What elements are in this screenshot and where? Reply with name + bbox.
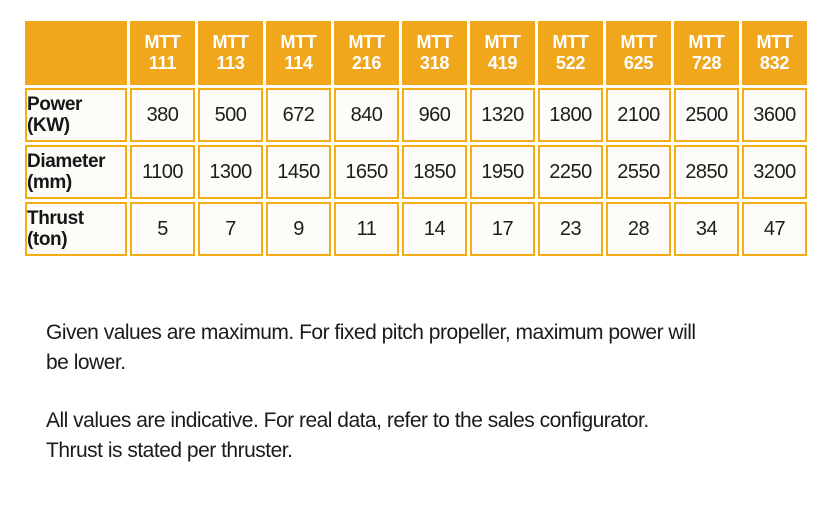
model-number: 832: [759, 53, 790, 73]
value-cell: 1850: [402, 145, 467, 199]
value-cell: 2500: [674, 88, 739, 142]
model-number: 522: [555, 53, 586, 73]
model-name: MTT: [348, 32, 385, 52]
model-number: 625: [623, 53, 654, 73]
model-number: 114: [284, 53, 313, 73]
value-cell: 23: [538, 202, 603, 256]
footnotes: Given values are maximum. For fixed pitc…: [46, 318, 776, 466]
value-cell: 1650: [334, 145, 399, 199]
value-cell: 840: [334, 88, 399, 142]
column-header-mtt-522: MTT 522: [538, 21, 603, 85]
table-row-power: Power (KW) 380 500 672 840 960 1320 1800 …: [25, 88, 807, 142]
note-line: Thrust is stated per thruster.: [46, 439, 293, 462]
value-cell: 2850: [674, 145, 739, 199]
value-cell: 960: [402, 88, 467, 142]
model-number: 111: [148, 53, 177, 73]
model-name: MTT: [280, 32, 317, 52]
value-cell: 1320: [470, 88, 535, 142]
value-cell: 1300: [198, 145, 263, 199]
column-header-mtt-318: MTT 318: [402, 21, 467, 85]
model-name: MTT: [144, 32, 181, 52]
header-row: MTT 111 MTT 113 MTT 114 MTT 216 MTT 318 MTT 41…: [25, 21, 807, 85]
table-row-thrust: Thrust (ton) 5 7 9 11 14 17 23 28 34 47: [25, 202, 807, 256]
column-header-mtt-419: MTT 419: [470, 21, 535, 85]
row-label-line: Diameter: [27, 151, 106, 172]
value-cell: 1100: [130, 145, 195, 199]
value-cell: 17: [470, 202, 535, 256]
value-cell: 5: [130, 202, 195, 256]
column-header-mtt-114: MTT 114: [266, 21, 331, 85]
model-name: MTT: [688, 32, 725, 52]
row-label-diameter: Diameter (mm): [25, 145, 127, 199]
value-cell: 14: [402, 202, 467, 256]
row-label-line: Power: [27, 94, 83, 115]
model-number: 216: [351, 53, 382, 73]
value-cell: 3600: [742, 88, 807, 142]
note-line: All values are indicative. For real data…: [46, 409, 649, 432]
model-number: 318: [419, 53, 450, 73]
value-cell: 380: [130, 88, 195, 142]
thruster-spec-table: MTT 111 MTT 113 MTT 114 MTT 216 MTT 318 MTT 41…: [22, 18, 810, 259]
value-cell: 9: [266, 202, 331, 256]
row-label-line: (mm): [27, 172, 72, 193]
model-name: MTT: [552, 32, 589, 52]
column-header-mtt-216: MTT 216: [334, 21, 399, 85]
value-cell: 1450: [266, 145, 331, 199]
model-number: 419: [487, 53, 518, 73]
column-header-mtt-832: MTT 832: [742, 21, 807, 85]
model-name: MTT: [484, 32, 521, 52]
column-header-mtt-111: MTT 111: [130, 21, 195, 85]
value-cell: 1950: [470, 145, 535, 199]
value-cell: 500: [198, 88, 263, 142]
model-name: MTT: [756, 32, 793, 52]
value-cell: 2100: [606, 88, 671, 142]
note-line: Given values are maximum. For fixed pitc…: [46, 321, 696, 344]
row-label-line: Thrust: [27, 208, 84, 229]
value-cell: 28: [606, 202, 671, 256]
row-label-line: (ton): [27, 229, 68, 250]
model-name: MTT: [620, 32, 657, 52]
value-cell: 2550: [606, 145, 671, 199]
value-cell: 3200: [742, 145, 807, 199]
model-name: MTT: [212, 32, 249, 52]
row-label-power: Power (KW): [25, 88, 127, 142]
value-cell: 1800: [538, 88, 603, 142]
value-cell: 34: [674, 202, 739, 256]
value-cell: 11: [334, 202, 399, 256]
column-header-mtt-625: MTT 625: [606, 21, 671, 85]
table-row-diameter: Diameter (mm) 1100 1300 1450 1650 1850 19…: [25, 145, 807, 199]
column-header-mtt-728: MTT 728: [674, 21, 739, 85]
model-number: 113: [216, 53, 245, 73]
note-indicative: All values are indicative. For real data…: [46, 406, 776, 466]
note-fixed-pitch: Given values are maximum. For fixed pitc…: [46, 318, 776, 378]
value-cell: 672: [266, 88, 331, 142]
value-cell: 47: [742, 202, 807, 256]
model-number: 728: [691, 53, 722, 73]
column-header-mtt-113: MTT 113: [198, 21, 263, 85]
value-cell: 7: [198, 202, 263, 256]
value-cell: 2250: [538, 145, 603, 199]
note-line: be lower.: [46, 351, 126, 374]
corner-cell: [25, 21, 127, 85]
model-name: MTT: [416, 32, 453, 52]
row-label-line: (KW): [27, 115, 70, 136]
row-label-thrust: Thrust (ton): [25, 202, 127, 256]
